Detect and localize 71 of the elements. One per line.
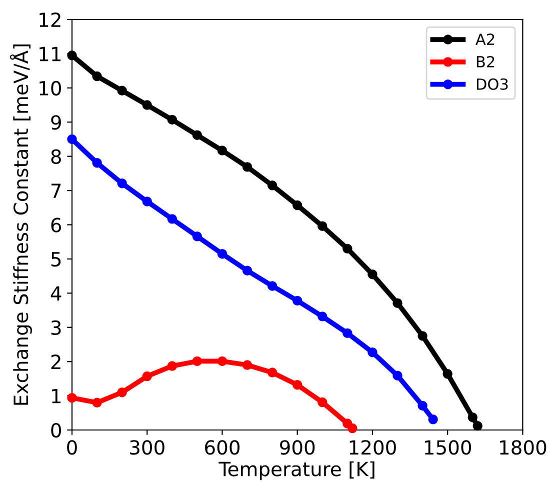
point (267, 281, 278, 291)
point (117, 388, 127, 398)
y-tick-label: 10 (40, 80, 61, 96)
point (117, 178, 127, 188)
point (92, 158, 102, 168)
x-tick-label: 300 (130, 440, 164, 455)
y-tick-label: 4 (50, 286, 62, 301)
point (67, 392, 77, 403)
point (167, 214, 178, 224)
point (472, 421, 482, 431)
legend-label: A2 (476, 34, 494, 45)
point (242, 162, 252, 172)
point (418, 400, 428, 411)
point (342, 328, 352, 338)
y-tick-label: 3 (51, 320, 61, 336)
x-tick-label: 1200 (350, 440, 396, 455)
y-tick-label: 1 (52, 389, 60, 404)
point (428, 414, 438, 424)
point (167, 114, 178, 125)
x-tick-label: 900 (280, 440, 315, 455)
point (67, 134, 77, 144)
point (267, 180, 278, 190)
y-tick-label: 11 (40, 46, 60, 62)
point (92, 398, 102, 408)
y-tick-label: 2 (51, 354, 60, 369)
point (292, 296, 302, 306)
point (242, 360, 252, 370)
point (67, 50, 77, 60)
point (392, 370, 402, 380)
y-tick-label: 7 (52, 184, 61, 198)
point (92, 71, 102, 82)
y-tick-label: 5 (51, 252, 61, 267)
point (418, 331, 428, 341)
point (167, 361, 178, 371)
point (368, 347, 378, 358)
y-tick-label: 8 (51, 149, 61, 164)
y-tick-label: 12 (40, 12, 60, 27)
point (342, 244, 352, 254)
x-tick-label: 1800 (500, 440, 546, 455)
point (468, 412, 478, 422)
y-tick-label: 6 (51, 218, 62, 232)
y-axis-title: Exchange Stiffness Constant [meV/Å] (10, 44, 32, 405)
point (368, 269, 378, 280)
y-tick-label: 0 (51, 422, 61, 438)
point (318, 312, 328, 322)
point (217, 248, 228, 259)
x-tick-label: 1500 (424, 440, 472, 455)
point (392, 298, 402, 308)
point (267, 368, 278, 378)
point (142, 100, 152, 110)
point (192, 356, 202, 366)
point (192, 130, 202, 140)
x-tick-label: 0 (67, 440, 77, 455)
legend-label: DO3 (476, 78, 508, 90)
point (142, 371, 152, 382)
point (292, 380, 302, 390)
x-tick-label: 600 (205, 440, 240, 455)
point (142, 196, 152, 206)
point (348, 423, 358, 434)
legend-label: B2 (476, 56, 494, 68)
point (192, 232, 202, 242)
y-tick-label: 9 (51, 115, 61, 130)
point (242, 266, 252, 276)
point (217, 146, 228, 156)
x-axis-title: Temperature [K] (218, 461, 374, 480)
point (318, 221, 328, 231)
point (117, 86, 127, 96)
point (292, 200, 302, 210)
point (217, 356, 228, 366)
point (318, 397, 328, 408)
point (442, 369, 452, 379)
